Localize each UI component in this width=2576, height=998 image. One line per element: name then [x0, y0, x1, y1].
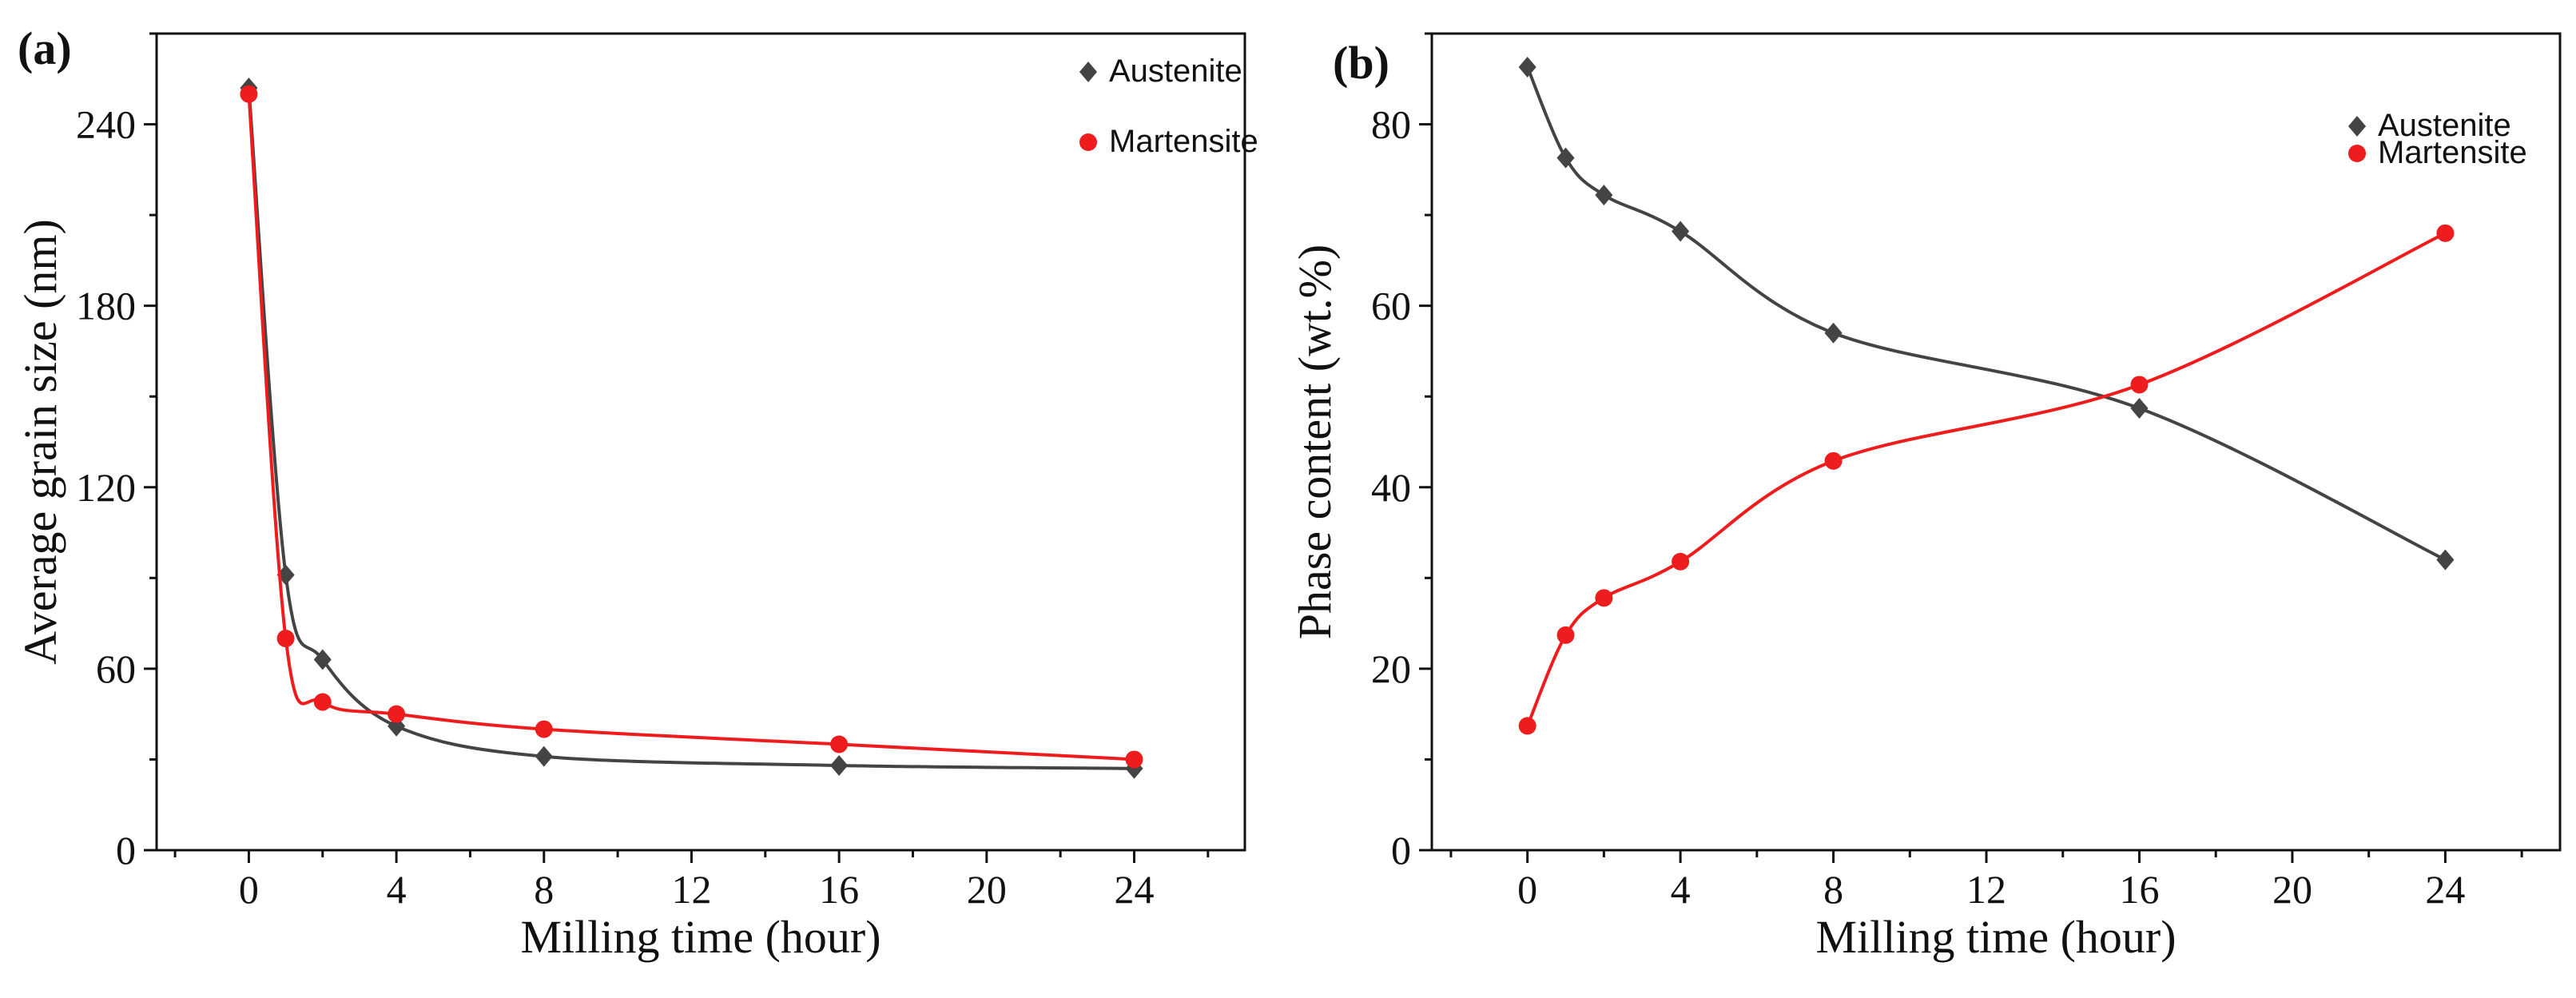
data-point-austenite: [2130, 397, 2149, 419]
legend-label: Martensite: [2378, 135, 2527, 170]
legend-entry-austenite: Austenite: [2347, 108, 2511, 143]
series-austenite: [240, 78, 1143, 779]
fit-line-martensite: [247, 93, 1135, 761]
fit-line-austenite: [247, 87, 1135, 770]
data-point-martensite: [1125, 750, 1143, 769]
y-axis-title: Phase content (wt.%): [1289, 245, 1341, 639]
x-tick-label: 8: [1823, 867, 1843, 912]
data-point-martensite: [240, 85, 258, 103]
x-tick-label: 16: [2119, 867, 2159, 912]
x-tick-label: 4: [387, 867, 407, 912]
legend-entry-martensite: Martensite: [2348, 135, 2527, 170]
legend-label: Austenite: [1109, 54, 1242, 89]
y-tick-label: 60: [1371, 284, 1411, 328]
legend-entry-austenite: Austenite: [1079, 54, 1242, 89]
plot-frame: [155, 32, 1246, 852]
data-point-martensite: [276, 630, 295, 648]
data-point-austenite: [830, 755, 849, 777]
x-tick-label: 24: [1114, 867, 1154, 912]
data-point-martensite: [1672, 552, 1690, 571]
legend-marker: [1079, 133, 1097, 151]
series-martensite: [240, 85, 1143, 769]
x-tick-label: 0: [1517, 867, 1537, 912]
panel-b: 0 4 8 12 16 20 24 0 20 40 60 80 Milling time (hour) P…: [1289, 32, 2562, 963]
plot-frame: [1430, 32, 2562, 852]
y-tick-label: 120: [76, 465, 136, 510]
x-tick-label: 20: [2272, 867, 2312, 912]
x-tick-label: 12: [1966, 867, 2006, 912]
x-tick-label: 20: [967, 867, 1007, 912]
data-point-martensite: [313, 693, 332, 711]
legend-entry-martensite: Martensite: [1079, 124, 1258, 159]
y-tick-label: 40: [1371, 465, 1411, 510]
legend-marker: [2348, 145, 2366, 162]
x-tick-label: 16: [819, 867, 859, 912]
data-point-austenite: [1595, 185, 1613, 206]
legend-label: Austenite: [2378, 108, 2511, 143]
series-austenite: [1518, 57, 2455, 571]
y-tick-label: 240: [76, 102, 136, 147]
y-tick-label: 0: [1391, 828, 1411, 873]
legend-marker: [2347, 116, 2367, 137]
legend-label: Martensite: [1109, 124, 1258, 159]
data-point-martensite: [1518, 717, 1536, 735]
data-point-martensite: [2436, 224, 2455, 242]
data-point-martensite: [2130, 376, 2149, 394]
data-point-austenite: [535, 746, 553, 767]
x-tick-label: 24: [2425, 867, 2465, 912]
data-point-martensite: [830, 735, 849, 753]
data-point-martensite: [388, 705, 406, 723]
x-axis-title: Milling time (hour): [1815, 911, 2176, 963]
data-point-martensite: [1595, 589, 1613, 607]
series-martensite: [1518, 224, 2455, 735]
data-point-austenite: [2436, 549, 2455, 571]
panel-label: (b): [1333, 37, 1389, 89]
y-tick-label: 180: [76, 284, 136, 328]
data-point-austenite: [1672, 221, 1690, 242]
x-axis-title: Milling time (hour): [520, 911, 881, 963]
data-point-austenite: [1824, 322, 1843, 344]
y-tick-label: 60: [96, 646, 136, 691]
x-tick-label: 4: [1671, 867, 1691, 912]
data-point-austenite: [1518, 57, 1536, 78]
fit-line-martensite: [1525, 232, 2447, 727]
data-point-austenite: [313, 649, 332, 670]
y-axis-title: Average grain size (nm): [14, 219, 66, 665]
y-tick-label: 20: [1371, 646, 1411, 691]
data-point-martensite: [1556, 626, 1575, 644]
legend-marker: [1079, 62, 1098, 82]
data-point-martensite: [1824, 451, 1843, 470]
panel-label: (a): [18, 22, 72, 74]
data-point-austenite: [276, 564, 295, 586]
x-tick-label: 0: [239, 867, 259, 912]
y-tick-label: 0: [116, 828, 136, 873]
data-point-martensite: [535, 720, 553, 738]
x-tick-label: 12: [671, 867, 711, 912]
fit-line-austenite: [1525, 66, 2447, 562]
x-tick-label: 8: [534, 867, 554, 912]
y-tick-label: 80: [1371, 102, 1411, 147]
data-point-austenite: [1556, 147, 1575, 169]
